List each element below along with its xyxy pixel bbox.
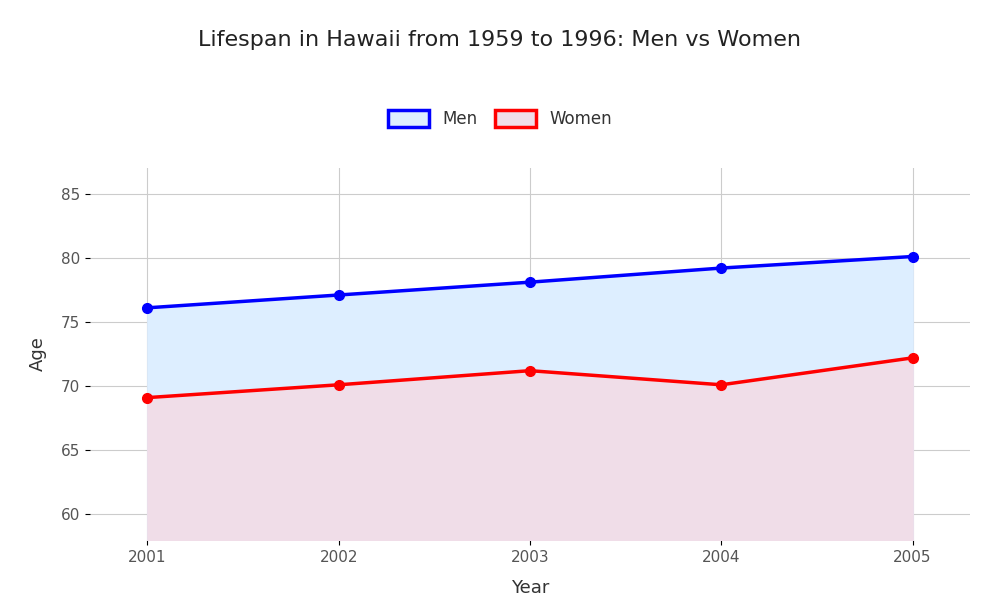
Text: Lifespan in Hawaii from 1959 to 1996: Men vs Women: Lifespan in Hawaii from 1959 to 1996: Me…	[198, 30, 802, 50]
Legend: Men, Women: Men, Women	[379, 101, 621, 136]
X-axis label: Year: Year	[511, 578, 549, 596]
Y-axis label: Age: Age	[29, 337, 47, 371]
